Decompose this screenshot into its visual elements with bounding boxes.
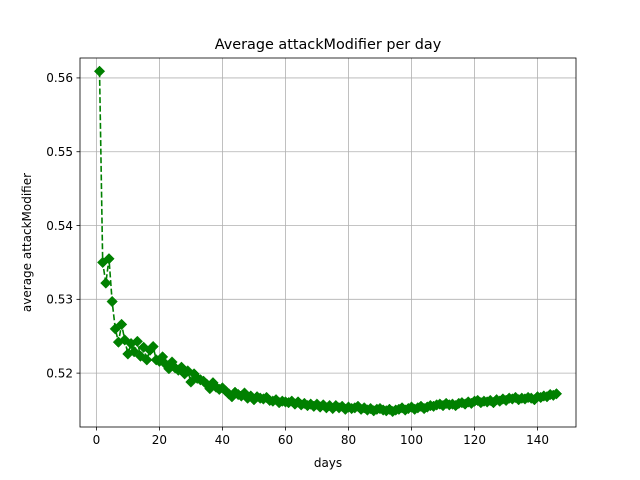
y-axis-label: average attackModifier <box>20 173 34 312</box>
data-point-marker <box>131 335 144 348</box>
data-point-marker <box>147 340 159 353</box>
x-tick-label: 0 <box>93 433 101 447</box>
x-tick-label: 80 <box>341 433 356 447</box>
x-tick-label: 120 <box>463 433 486 447</box>
x-axis-ticks: 0 20 40 60 80 100 120 140 <box>93 427 549 447</box>
data-point-marker <box>115 318 128 331</box>
chart-title: Average attackModifier per day <box>215 37 442 53</box>
x-tick-label: 60 <box>278 433 293 447</box>
data-point-marker <box>106 295 118 308</box>
data-point-marker <box>182 365 194 377</box>
data-point-marker <box>93 65 106 77</box>
data-point-marker <box>128 346 140 358</box>
y-tick-label: 0.55 <box>46 145 73 159</box>
y-tick-label: 0.52 <box>46 366 73 380</box>
x-tick-label: 20 <box>152 433 167 447</box>
x-tick-label: 40 <box>215 433 230 447</box>
data-point-marker <box>550 388 563 400</box>
x-tick-label: 100 <box>400 433 423 447</box>
data-point-marker <box>141 354 153 366</box>
series-markers <box>93 65 563 418</box>
x-tick-label: 140 <box>526 433 549 447</box>
grid-lines <box>80 58 576 427</box>
data-point-marker <box>138 341 150 353</box>
data-point-marker <box>100 277 112 289</box>
y-tick-label: 0.56 <box>46 71 73 85</box>
plot-frame <box>79 57 577 428</box>
y-tick-label: 0.54 <box>46 219 73 233</box>
data-point-marker <box>103 253 115 265</box>
x-axis-label: days <box>314 456 342 470</box>
data-point-marker <box>119 334 131 346</box>
y-tick-label: 0.53 <box>46 293 73 307</box>
y-axis-ticks: 0.52 0.53 0.54 0.55 0.56 <box>46 71 80 380</box>
